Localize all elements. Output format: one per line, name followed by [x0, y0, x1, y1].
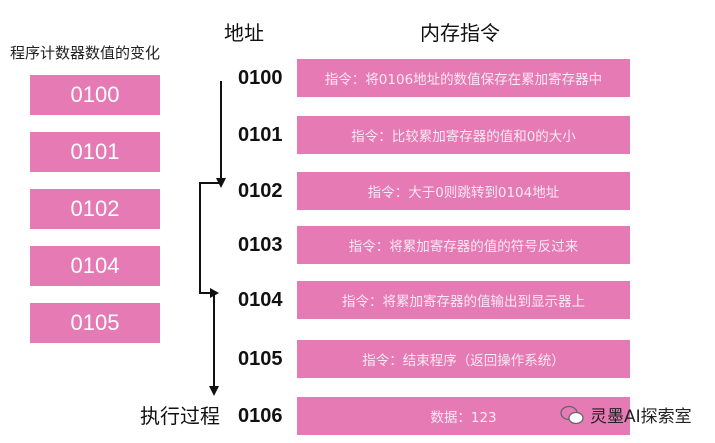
jump-line — [199, 182, 221, 294]
address-label: 0103 — [238, 233, 283, 256]
wechat-icon — [560, 405, 584, 424]
pc-value-box: 0104 — [30, 246, 160, 286]
pc-value-box: 0101 — [30, 132, 160, 172]
arrow-head-icon — [216, 178, 226, 188]
address-label: 0106 — [238, 404, 283, 427]
arrow-head-icon — [209, 386, 219, 396]
memory-cell: 指令：结束程序（返回操作系统） — [297, 340, 630, 378]
watermark-text: 灵墨AI探索室 — [590, 407, 692, 427]
pc-value-box: 0102 — [30, 189, 160, 229]
pc-value-box: 0100 — [30, 75, 160, 115]
memory-cell: 指令：将累加寄存器的值输出到显示器上 — [297, 281, 630, 319]
pc-title: 程序计数器数值的变化 — [10, 44, 161, 62]
address-header: 地址 — [224, 21, 264, 45]
memory-cell: 指令：大于0则跳转到0104地址 — [297, 172, 630, 210]
memory-cell: 指令：将累加寄存器的值的符号反过来 — [297, 226, 630, 264]
address-label: 0102 — [238, 179, 283, 202]
execution-label: 执行过程 — [140, 404, 220, 428]
address-label: 0101 — [238, 123, 283, 146]
arrow-head-icon — [210, 288, 219, 298]
watermark: 灵墨AI探索室 — [560, 402, 692, 427]
address-label: 0104 — [238, 288, 283, 311]
address-label: 0100 — [238, 66, 283, 89]
memory-header: 内存指令 — [420, 21, 500, 45]
memory-cell: 指令：比较累加寄存器的值和0的大小 — [297, 116, 630, 154]
address-label: 0105 — [238, 347, 283, 370]
pc-value-box: 0105 — [30, 303, 160, 343]
memory-cell: 指令：将0106地址的数值保存在累加寄存器中 — [297, 59, 630, 97]
